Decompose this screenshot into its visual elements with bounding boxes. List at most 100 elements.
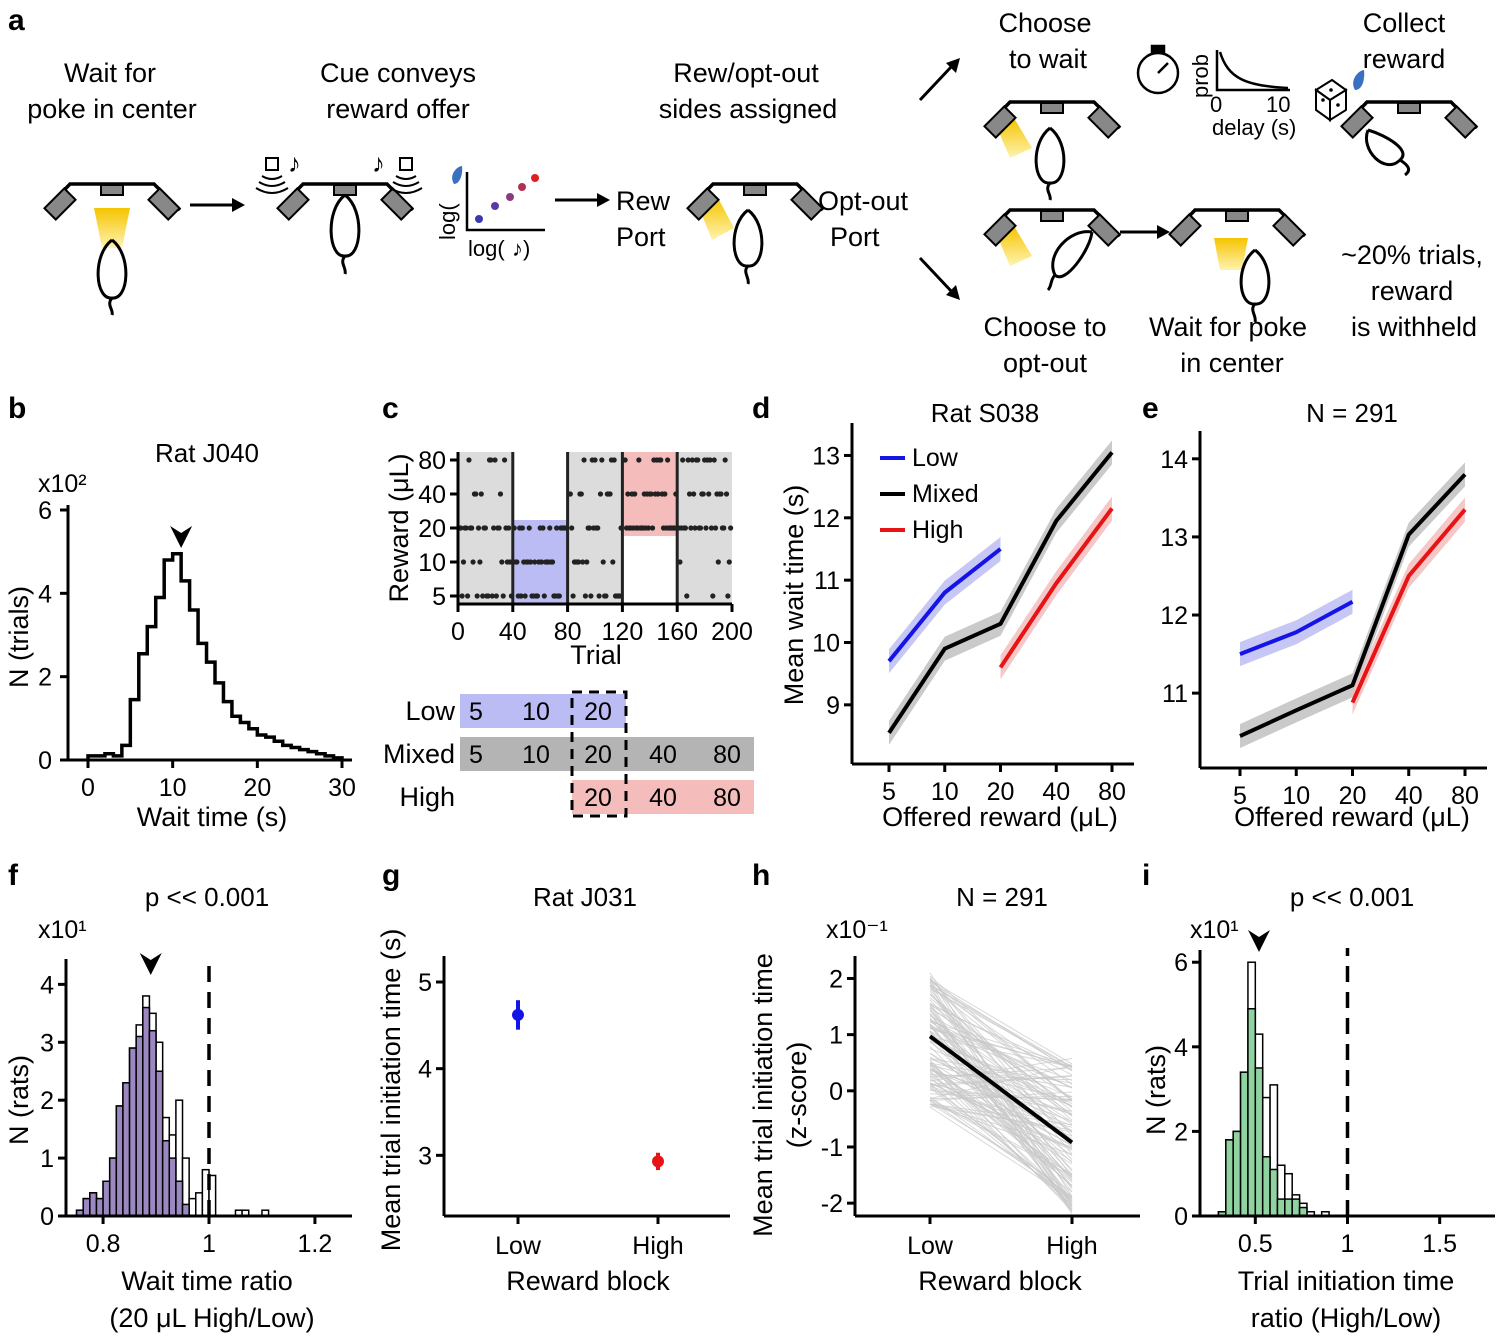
chart-e-error-band	[1240, 589, 1353, 667]
trial-dot	[519, 525, 525, 531]
chart-b-x-tick-label: 10	[159, 774, 187, 802]
chart-d-y-tick-label: 11	[814, 567, 840, 595]
trial-dot	[508, 593, 515, 599]
rat-icon	[732, 208, 764, 285]
trial-dot	[547, 525, 553, 531]
chart-i-title: p << 0.001	[1290, 882, 1414, 912]
chart-h-individual-line	[929, 1005, 1073, 1215]
chart-i-x-tick-label: 1	[1341, 1230, 1355, 1258]
dice-icon	[1314, 78, 1348, 122]
trial-dot	[532, 559, 538, 565]
chart-h-individual-line	[929, 1018, 1073, 1115]
chart-i-significant-bar	[1261, 1156, 1271, 1217]
trial-dot	[721, 525, 727, 531]
rat-icon	[1046, 230, 1094, 292]
chart-c-x-tick-label: 0	[451, 618, 465, 646]
chart-f-significant-bar	[82, 1197, 91, 1217]
panel-label-g: g	[382, 859, 400, 892]
chart-g-y-tick-label: 3	[418, 1142, 432, 1170]
chart-h-individual-line	[929, 979, 1073, 1065]
chart-c-x-tick-label: 80	[554, 618, 582, 646]
trial-dot	[618, 525, 624, 531]
chart-e-x-tick-label: 5	[1233, 782, 1247, 810]
trial-dot	[492, 457, 498, 463]
chart-h-y-tick-label: 0	[829, 1078, 843, 1106]
trial-dot	[473, 491, 479, 497]
chart-h-individual-line	[929, 985, 1073, 1213]
chart-g-point	[512, 1008, 524, 1021]
chart-h-multiplier: x10⁻¹	[826, 916, 888, 944]
legend-label: Low	[912, 444, 959, 472]
trial-dot	[695, 457, 701, 463]
trial-dot	[692, 525, 698, 531]
chart-d-title: Rat S038	[931, 398, 1039, 428]
trial-dot	[556, 593, 562, 599]
trial-dot	[460, 559, 467, 565]
chart-d-plot: 9 10 11 12 13 5 10 20 40 80 Low Mixed High	[812, 423, 1134, 806]
chart-f-y-tick-label: 3	[40, 1029, 54, 1057]
block-table: Low Mixed High 5 10 20 5 10 20 40 80 20 40 80	[383, 690, 754, 818]
chart-h-individual-line	[929, 975, 1073, 1102]
trial-dot	[482, 525, 488, 531]
trial-dot	[718, 491, 724, 497]
trial-dot	[708, 525, 715, 531]
trial-dot	[474, 593, 480, 599]
trial-dot	[586, 525, 593, 531]
rig-collect	[1340, 100, 1479, 177]
trial-dot	[563, 525, 569, 531]
step-sides-line1: Rew/opt-out	[673, 58, 819, 88]
trial-dot	[489, 593, 495, 599]
chart-d-x-tick-label: 80	[1098, 778, 1126, 806]
chart-f-total-bar	[195, 1192, 204, 1217]
step-cue-line1: Cue conveys	[320, 58, 476, 88]
panel-label-c: c	[382, 392, 399, 425]
trial-dot	[723, 491, 730, 497]
trial-dot	[655, 491, 661, 497]
chart-e-x-tick-label: 80	[1451, 782, 1479, 810]
low-row-background	[460, 694, 626, 728]
trial-dot	[649, 525, 656, 531]
rat-icon	[329, 193, 361, 275]
chart-f-xlabel2: (20 μL High/Low)	[109, 1303, 314, 1333]
chart-d-series-line	[998, 507, 1114, 669]
drop-icon	[452, 166, 463, 184]
chart-i-significant-bar	[1269, 1168, 1279, 1217]
rig-sides	[686, 182, 825, 285]
chart-h-individual-line	[929, 984, 1073, 1071]
chart-h-individual-line	[929, 1100, 1073, 1198]
panel-c: c Reward (μL) Trial 5 10 20 40 80 0 40 80 120 160…	[382, 392, 754, 818]
trial-dot	[570, 593, 576, 599]
trial-dot	[488, 457, 494, 463]
chart-b-x-tick-label: 30	[328, 774, 356, 802]
chart-h-individual-line	[929, 1061, 1073, 1147]
rat-icon	[96, 238, 128, 316]
chart-d-y-tick-label: 9	[826, 692, 840, 720]
arrowhead-icon	[1248, 930, 1270, 952]
panel-label-i: i	[1142, 859, 1150, 892]
trial-dot	[522, 593, 528, 599]
low-reward-value: 5	[469, 698, 483, 726]
speaker-right-icon	[389, 157, 423, 194]
legend-label: Mixed	[912, 480, 979, 508]
choose-optout-line2: opt-out	[1003, 348, 1088, 378]
delay-inset-xlabel: delay (s)	[1212, 115, 1296, 140]
chart-c-x-tick-label: 40	[499, 618, 527, 646]
chart-i-xlabel: Trial initiation time	[1238, 1266, 1455, 1296]
chart-f-significant-bar	[142, 1006, 151, 1217]
trial-dot	[534, 593, 541, 599]
legend-label: High	[912, 516, 963, 544]
chart-h-ylabel: Mean trial initiation time	[748, 953, 778, 1237]
chart-f-significant-bar	[122, 1082, 131, 1217]
chart-g-title: Rat J031	[533, 882, 637, 912]
note-icon: ♪	[372, 148, 385, 178]
chart-h-individual-line	[929, 993, 1073, 1142]
trial-dot	[567, 491, 573, 497]
arrowhead-icon	[170, 526, 193, 548]
trial-dot	[725, 593, 731, 599]
chart-f-significant-bar	[89, 1192, 98, 1217]
chart-h-y-tick-label: -1	[821, 1134, 843, 1162]
high-row-background	[572, 780, 754, 814]
chart-e-y-tick-label: 11	[1162, 680, 1188, 708]
